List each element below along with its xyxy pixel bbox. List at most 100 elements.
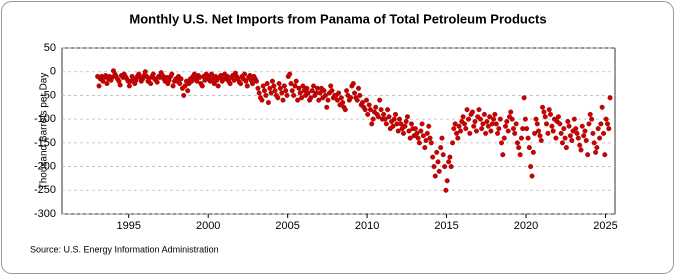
point: [571, 116, 577, 122]
point: [414, 130, 420, 136]
point: [348, 95, 354, 101]
point: [567, 133, 573, 139]
point: [377, 97, 383, 103]
point: [244, 83, 250, 89]
x-tick-label: 2010: [355, 220, 379, 232]
point: [126, 83, 132, 89]
point: [432, 173, 438, 179]
point: [383, 121, 389, 127]
point: [483, 130, 489, 136]
x-tick-label: 2025: [593, 220, 617, 232]
point: [454, 130, 460, 136]
point: [211, 81, 217, 87]
point: [404, 114, 410, 120]
point: [603, 116, 609, 122]
point: [178, 76, 184, 82]
point: [255, 85, 261, 91]
point: [477, 116, 483, 122]
y-tick-label: -300: [34, 208, 56, 220]
point: [496, 126, 502, 132]
point: [329, 88, 335, 94]
point: [357, 92, 363, 98]
point: [505, 128, 511, 134]
point: [447, 154, 453, 160]
point: [501, 135, 507, 141]
point: [444, 178, 450, 184]
point: [395, 128, 401, 134]
point: [311, 83, 317, 89]
point: [416, 140, 422, 146]
point: [598, 121, 604, 127]
point: [366, 102, 372, 108]
point: [340, 100, 346, 106]
point: [593, 149, 599, 155]
point: [532, 130, 538, 136]
point: [267, 85, 273, 91]
point: [488, 128, 494, 134]
point: [479, 126, 485, 132]
point: [577, 142, 583, 148]
point: [455, 135, 461, 141]
point: [436, 168, 442, 174]
point: [154, 79, 160, 85]
point: [398, 121, 404, 127]
point: [528, 164, 534, 170]
point: [473, 128, 479, 134]
point: [422, 145, 428, 151]
point: [265, 100, 271, 106]
point: [352, 90, 358, 96]
point: [427, 135, 433, 141]
point: [538, 137, 544, 143]
point: [442, 164, 448, 170]
point: [350, 81, 356, 87]
point: [583, 137, 589, 143]
point: [599, 104, 605, 110]
point: [555, 114, 561, 120]
point: [367, 107, 373, 113]
point: [497, 116, 503, 122]
point: [574, 130, 580, 136]
point: [260, 83, 266, 89]
point: [550, 128, 556, 134]
point: [434, 149, 440, 155]
point: [316, 97, 322, 103]
y-tick-label: 0: [50, 66, 56, 78]
point: [189, 78, 195, 84]
point: [472, 119, 478, 125]
point: [540, 104, 546, 110]
point: [582, 128, 588, 134]
point: [518, 135, 524, 141]
point: [557, 121, 563, 127]
point: [481, 111, 487, 117]
point: [227, 81, 233, 87]
point: [291, 92, 297, 98]
point: [363, 97, 369, 103]
point: [452, 121, 458, 127]
point: [342, 107, 348, 113]
point: [281, 83, 287, 89]
point: [284, 92, 290, 98]
point: [276, 81, 282, 87]
point: [563, 145, 569, 151]
point: [182, 83, 188, 89]
point: [408, 121, 414, 127]
point: [283, 88, 289, 94]
x-tick-label: 2015: [434, 220, 458, 232]
point: [400, 130, 406, 136]
point: [463, 126, 469, 132]
point: [243, 78, 249, 84]
point: [269, 78, 275, 84]
point: [277, 85, 283, 91]
point: [487, 114, 493, 120]
point: [529, 173, 535, 179]
point: [292, 83, 298, 89]
point: [419, 121, 425, 127]
point: [369, 121, 375, 127]
point: [370, 116, 376, 122]
point: [279, 90, 285, 96]
frame: [1, 1, 674, 274]
point: [594, 145, 600, 151]
point: [465, 116, 471, 122]
point: [561, 126, 567, 132]
point: [545, 130, 551, 136]
